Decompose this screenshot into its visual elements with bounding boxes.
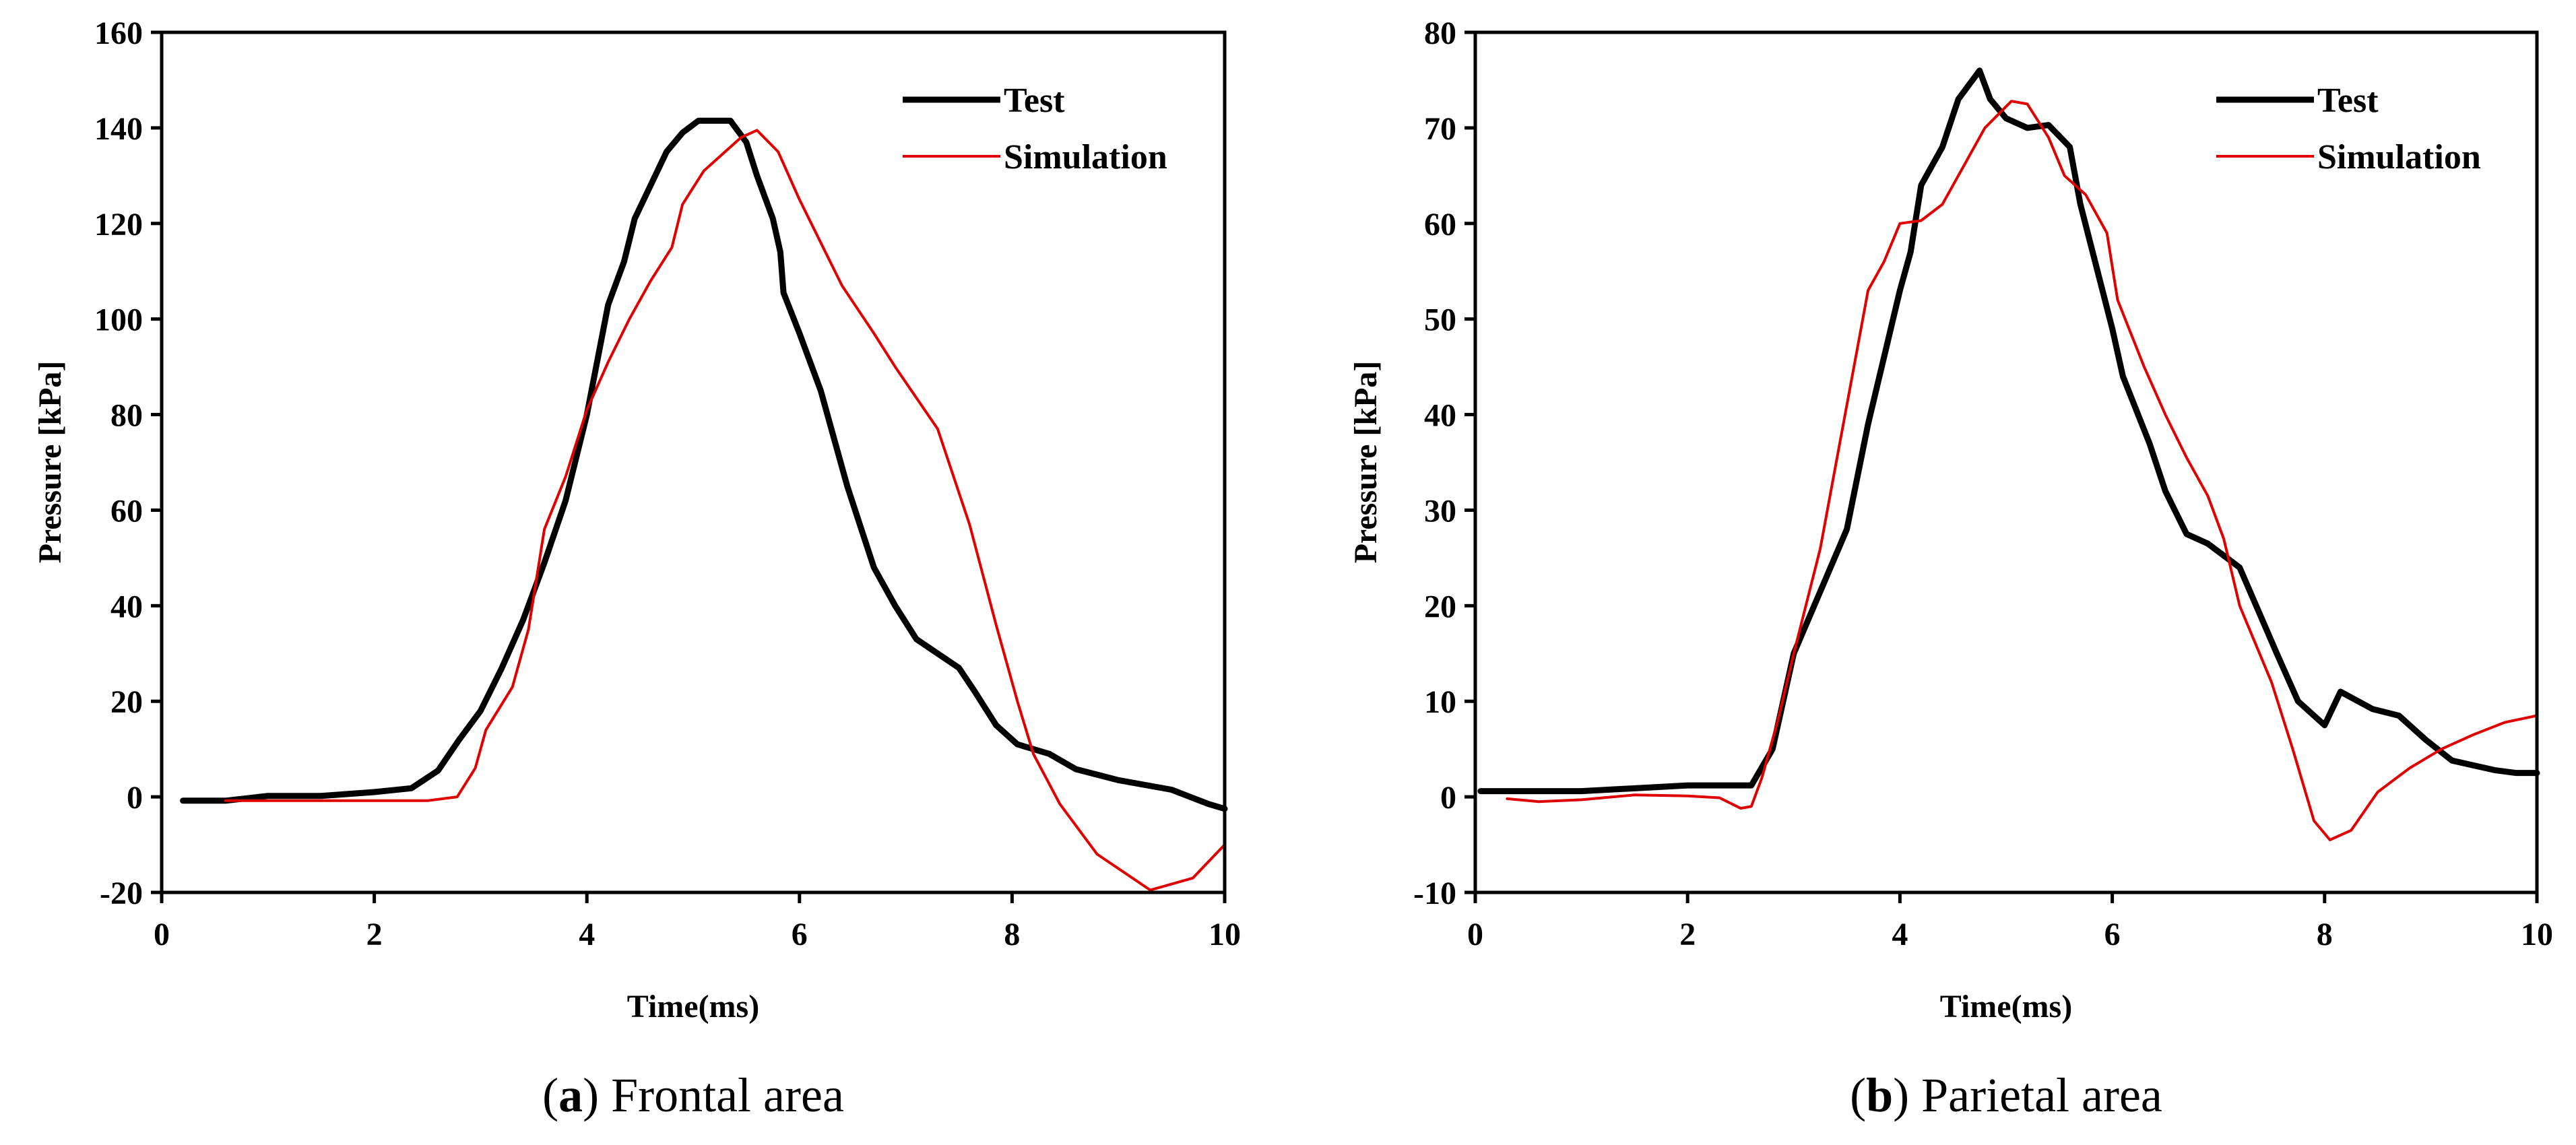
chart-parietal-area: 0 2 4 6 8 10 -10 0 10 20 30 40 50 60 70 80 Time(ms) Pre… bbox=[1348, 15, 2553, 1122]
x-tick-label: 2 bbox=[1679, 917, 1696, 952]
caption: (a) Frontal area bbox=[542, 1068, 844, 1122]
legend-label-simulation: Simulation bbox=[1004, 138, 1167, 176]
series-line-simulation bbox=[1506, 100, 2538, 841]
x-tick-label: 6 bbox=[2104, 917, 2121, 952]
y-tick-label: 120 bbox=[94, 207, 143, 242]
x-tick-label: 0 bbox=[1467, 917, 1483, 952]
x-tick-label: 10 bbox=[2521, 917, 2553, 952]
y-tick-label: 20 bbox=[1424, 589, 1456, 624]
y-tick-label: 20 bbox=[110, 684, 143, 720]
x-tick-label: 2 bbox=[366, 917, 383, 952]
caption-text: Parietal area bbox=[1921, 1068, 2162, 1122]
x-tick-label: 8 bbox=[1004, 917, 1020, 952]
x-tick-label: 0 bbox=[154, 917, 170, 952]
y-tick-label: 80 bbox=[1424, 15, 1456, 51]
y-tick-label: 0 bbox=[1440, 780, 1456, 816]
y-tick-label: 60 bbox=[110, 493, 143, 529]
y-tick-label: 70 bbox=[1424, 111, 1456, 147]
caption-letter: a bbox=[558, 1068, 583, 1122]
chart-frontal-area: 0 2 4 6 8 10 -20 0 20 40 60 80 100 120 140 160 Time(ms)… bbox=[32, 15, 1241, 1122]
y-axis-title: Pressure [kPa] bbox=[1348, 361, 1384, 564]
x-tick-label: 4 bbox=[579, 917, 595, 952]
series-line-test bbox=[180, 117, 1228, 812]
x-axis-title: Time(ms) bbox=[627, 989, 759, 1024]
legend-label-simulation: Simulation bbox=[2317, 138, 2481, 176]
y-tick-label: 50 bbox=[1424, 302, 1456, 338]
legend-label-test: Test bbox=[1004, 81, 1065, 120]
plot-frame bbox=[160, 30, 1227, 894]
legend-label-test: Test bbox=[2317, 81, 2379, 120]
y-tick-label: -20 bbox=[100, 876, 143, 911]
y-tick-label: -10 bbox=[1413, 876, 1456, 911]
y-tick-label: 100 bbox=[94, 302, 143, 338]
y-tick-label: 140 bbox=[94, 111, 143, 147]
x-tick-label: 10 bbox=[1209, 917, 1241, 952]
y-tick-label: 160 bbox=[94, 15, 143, 51]
y-axis-title: Pressure [kPa] bbox=[32, 361, 68, 564]
y-tick-label: 60 bbox=[1424, 207, 1456, 242]
plot-frame bbox=[1473, 30, 2539, 894]
y-tick-label: 40 bbox=[110, 589, 143, 624]
y-tick-label: 10 bbox=[1424, 684, 1456, 720]
x-tick-label: 4 bbox=[1892, 917, 1908, 952]
caption: (b) Parietal area bbox=[1850, 1068, 2162, 1122]
y-tick-label: 80 bbox=[110, 398, 143, 434]
series-line-test bbox=[1477, 67, 2540, 795]
caption-letter: b bbox=[1866, 1068, 1893, 1122]
y-tick-label: 30 bbox=[1424, 493, 1456, 529]
x-tick-label: 6 bbox=[792, 917, 808, 952]
legend: Test Simulation bbox=[903, 81, 1167, 176]
series-line-simulation bbox=[224, 129, 1226, 892]
x-axis-title: Time(ms) bbox=[1940, 989, 2072, 1024]
y-tick-label: 0 bbox=[127, 780, 143, 816]
legend: Test Simulation bbox=[2216, 81, 2481, 176]
x-tick-label: 8 bbox=[2317, 917, 2333, 952]
y-tick-label: 40 bbox=[1424, 398, 1456, 434]
caption-text: Frontal area bbox=[611, 1068, 844, 1122]
